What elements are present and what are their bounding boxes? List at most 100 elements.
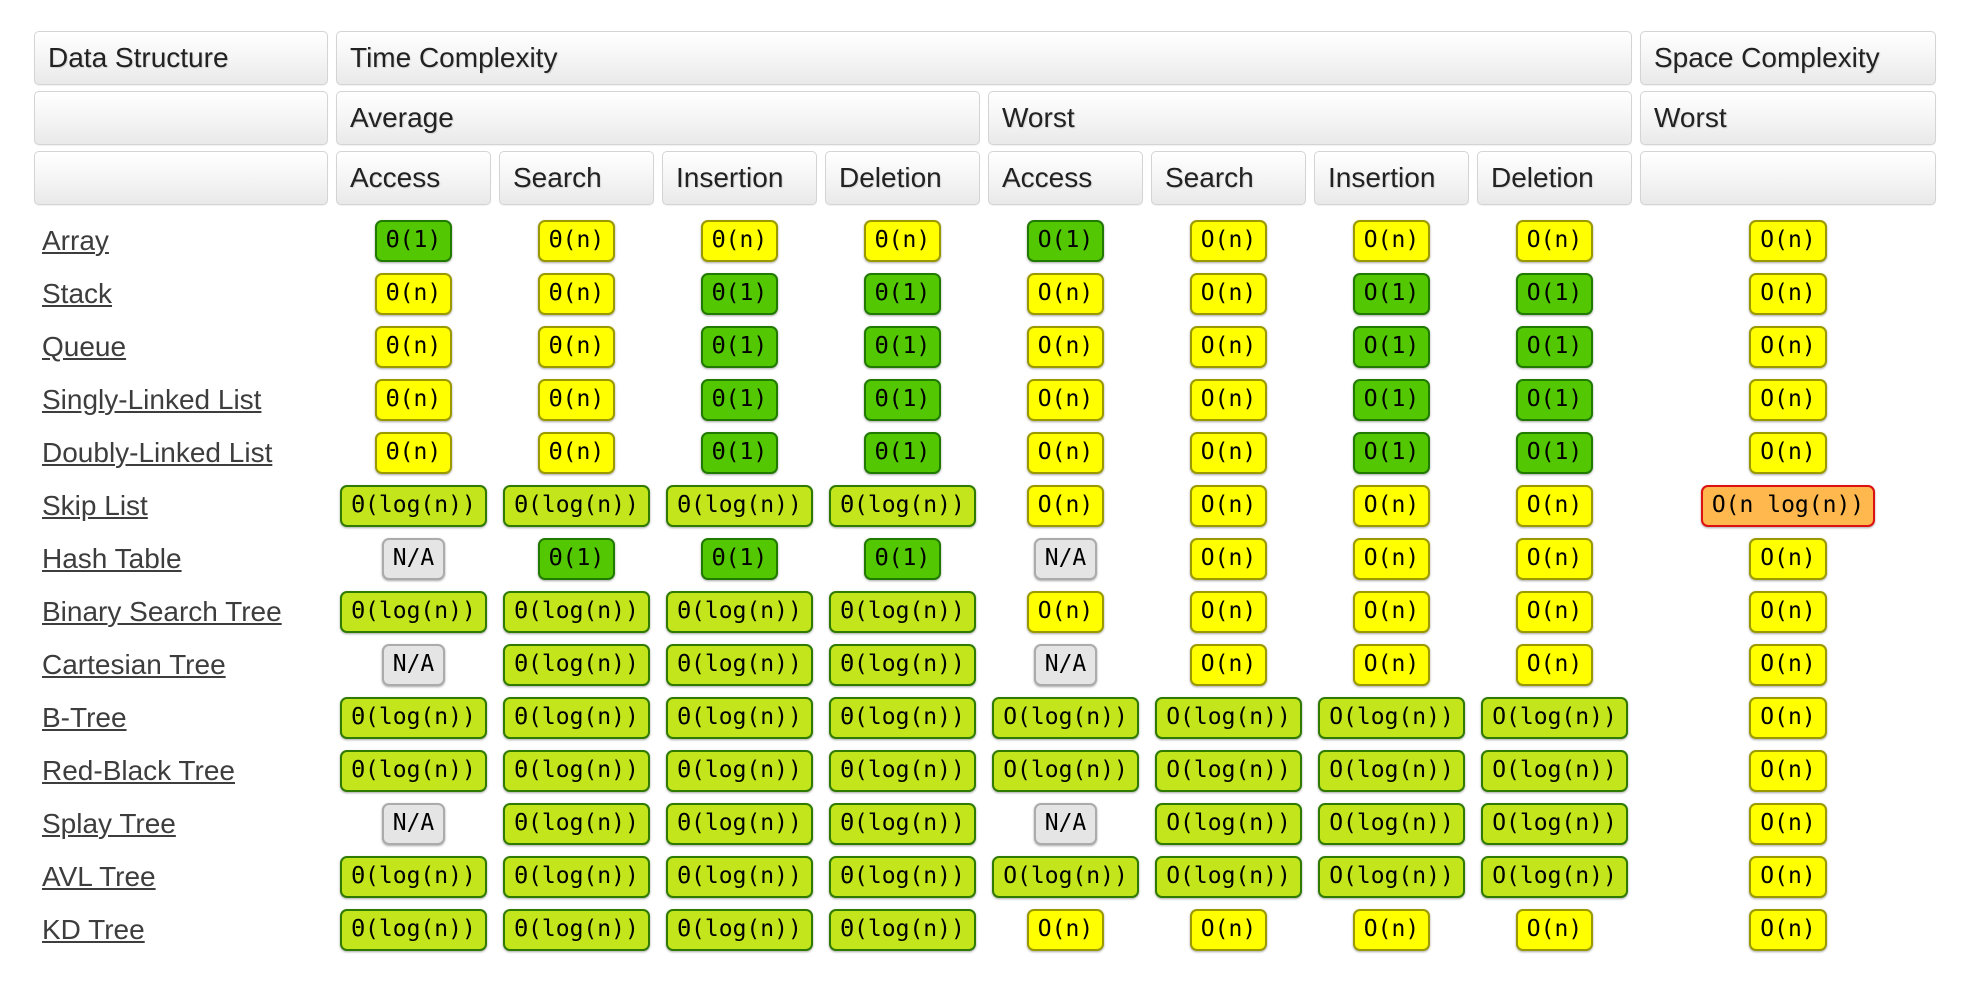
complexity-badge-yellow: O(n) [1749,908,1827,951]
complexity-badge-yellowgreen: O(log(n)) [992,855,1139,898]
table-cell: O(1) [984,219,1147,262]
complexity-badge-yellowgreen: O(log(n)) [1481,749,1628,792]
table-cell: O(log(n)) [984,749,1147,792]
table-cell: O(n) [1636,802,1940,845]
complexity-badge-green: Θ(1) [700,537,779,580]
header-op-insertion-worst: Insertion [1314,151,1469,205]
complexity-badge-green: O(1) [1515,272,1594,315]
complexity-badge-yellow: O(n) [1749,325,1827,368]
complexity-badge-yellow: O(n) [1189,431,1268,474]
complexity-badge-yellowgreen: Θ(log(n)) [666,802,813,845]
row-link-array[interactable]: Array [42,224,109,256]
row-label-cell: Red-Black Tree [30,755,332,787]
complexity-badge-yellow: O(n) [1749,696,1827,739]
complexity-badge-yellow: O(n) [1749,590,1827,633]
table-cell: O(log(n)) [984,855,1147,898]
table-cell: O(n) [984,590,1147,633]
complexity-badge-gray: N/A [1033,643,1098,686]
complexity-badge-yellowgreen: O(log(n)) [1318,696,1465,739]
complexity-badge-green: Θ(1) [863,272,942,315]
table-cell: N/A [332,537,495,580]
complexity-badge-green: Θ(1) [700,431,779,474]
table-cell: O(1) [1310,272,1473,315]
complexity-badge-yellowgreen: Θ(log(n)) [666,643,813,686]
table-cell: Θ(log(n)) [821,908,984,951]
table-cell: O(n) [1636,643,1940,686]
table-cell: Θ(log(n)) [332,696,495,739]
table-cell: Θ(log(n)) [821,855,984,898]
table-cell: Θ(log(n)) [658,749,821,792]
table-cell: O(1) [1310,378,1473,421]
complexity-badge-yellow: O(n) [1189,537,1268,580]
complexity-badge-green: Θ(1) [700,378,779,421]
row-link-kd-tree[interactable]: KD Tree [42,913,145,945]
table-cell: O(1) [1473,272,1636,315]
row-link-b-tree[interactable]: B-Tree [42,701,127,733]
table-cell: Θ(1) [821,431,984,474]
table-cell: Θ(1) [332,219,495,262]
complexity-badge-yellow: O(n) [1026,484,1105,527]
table-cell: O(log(n)) [1310,802,1473,845]
table-row: B-Tree Θ(log(n)) Θ(log(n)) Θ(log(n)) Θ(log(n… [30,691,1966,744]
table-row: Array Θ(1) Θ(n) Θ(n) Θ(n) O(1) O(n) O(n) O(n) O(n… [30,214,1966,267]
complexity-badge-yellow: O(n) [1189,643,1268,686]
complexity-badge-yellow: O(n) [1749,643,1827,686]
complexity-badge-yellowgreen: Θ(log(n)) [503,643,650,686]
row-link-skip-list[interactable]: Skip List [42,489,148,521]
complexity-badge-green: O(1) [1352,431,1431,474]
complexity-badge-yellow: O(n) [1352,484,1431,527]
complexity-badge-yellow: O(n) [1026,325,1105,368]
table-cell: O(n) [1636,696,1940,739]
table-cell: Θ(log(n)) [332,590,495,633]
table-cell: O(n) [1473,537,1636,580]
row-link-queue[interactable]: Queue [42,330,127,362]
table-cell: Θ(1) [658,325,821,368]
complexity-badge-gray: N/A [381,802,446,845]
table-cell: Θ(log(n)) [495,643,658,686]
complexity-badge-yellow: O(n) [1749,802,1827,845]
complexity-badge-yellow: O(n) [1749,219,1827,262]
table-cell: O(log(n)) [1310,855,1473,898]
table-cell: O(n) [984,378,1147,421]
table-cell: O(n) [1147,590,1310,633]
row-link-avl-tree[interactable]: AVL Tree [42,860,156,892]
header-average: Average [336,91,980,145]
complexity-badge-yellow: Θ(n) [537,272,616,315]
row-label-cell: Hash Table [30,543,332,575]
row-link-cartesian-tree[interactable]: Cartesian Tree [42,648,226,680]
table-cell: O(n) [1636,272,1940,315]
table-cell: O(n) [1636,908,1940,951]
table-cell: Θ(1) [495,537,658,580]
complexity-badge-yellow: O(n) [1352,219,1431,262]
table-cell: Θ(1) [658,272,821,315]
complexity-badge-yellowgreen: Θ(log(n)) [666,590,813,633]
table-cell: O(n) [1147,378,1310,421]
complexity-badge-orange: O(n log(n)) [1700,484,1876,527]
table-cell: Θ(log(n)) [495,696,658,739]
table-cell: Θ(n) [332,325,495,368]
table-cell: O(n) [1473,219,1636,262]
complexity-badge-yellowgreen: O(log(n)) [992,749,1139,792]
table-cell: O(n) [1636,590,1940,633]
complexity-badge-green: Θ(1) [863,325,942,368]
row-link-binary-search-tree[interactable]: Binary Search Tree [42,595,282,627]
table-cell: Θ(log(n)) [332,908,495,951]
row-link-stack[interactable]: Stack [42,277,113,309]
complexity-badge-yellowgreen: O(log(n)) [1481,855,1628,898]
complexity-badge-yellow: Θ(n) [863,219,942,262]
complexity-badge-green: O(1) [1352,325,1431,368]
table-cell: Θ(log(n)) [332,855,495,898]
row-link-singly-linked-list[interactable]: Singly-Linked List [42,383,262,415]
table-cell: N/A [984,643,1147,686]
row-link-splay-tree[interactable]: Splay Tree [42,807,176,839]
complexity-badge-yellow: O(n) [1026,272,1105,315]
row-link-red-black-tree[interactable]: Red-Black Tree [42,754,235,786]
row-label-cell: B-Tree [30,702,332,734]
table-cell: O(n) [1147,431,1310,474]
table-cell: Θ(log(n)) [821,802,984,845]
table-cell: Θ(log(n)) [495,855,658,898]
row-link-doubly-linked-list[interactable]: Doubly-Linked List [42,436,273,468]
table-cell: Θ(n) [332,378,495,421]
row-link-hash-table[interactable]: Hash Table [42,542,182,574]
header-time-complexity: Time Complexity [336,31,1632,85]
